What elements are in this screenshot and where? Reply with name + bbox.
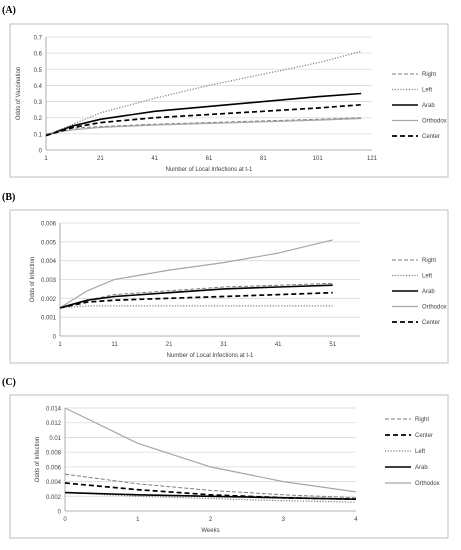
y-tick-label: 0 <box>39 149 43 155</box>
chart-c: 0 0.002 0.004 0.006 0.008 0.01 0.012 0.014 0 1 2 3 4… <box>9 394 449 539</box>
y-tick-label: 0.3 <box>34 100 43 106</box>
legend-label-orthodox: Orthodox <box>422 119 447 125</box>
y-axis-title: Odds of Infection <box>30 257 36 302</box>
y-axis-title: Odds of Vaccination <box>16 67 22 120</box>
legend-label-center: Center <box>422 320 440 326</box>
x-axis-title: Weeks <box>201 528 219 534</box>
y-tick-label: 0.1 <box>34 132 43 138</box>
x-tick-label: 2 <box>209 517 213 523</box>
series-line-left <box>64 492 357 503</box>
panel-label-a: (A) <box>2 5 16 16</box>
series-line-right <box>64 473 357 499</box>
x-tick-label: 1 <box>136 517 140 523</box>
y-tick-label: 0 <box>58 510 62 516</box>
y-tick-label: 0.01 <box>49 436 61 442</box>
legend-label-right: Right <box>422 258 436 264</box>
series-line-left <box>45 50 362 137</box>
chart-frame <box>9 23 449 178</box>
y-tick-label: 0.006 <box>46 465 62 471</box>
x-tick-label: 121 <box>367 156 378 162</box>
x-tick-label: 41 <box>275 342 282 348</box>
x-tick-label: 0 <box>63 517 67 523</box>
y-tick-label: 0.012 <box>46 421 62 427</box>
x-tick-label: 51 <box>329 342 336 348</box>
legend-label-arab: Arab <box>422 289 435 295</box>
series-line-right <box>45 117 362 136</box>
legend-label-center: Center <box>415 433 433 439</box>
y-tick-label: 0.008 <box>46 451 62 457</box>
legend-label-right: Right <box>422 72 436 78</box>
legend-label-orthodox: Orthodox <box>422 305 447 311</box>
series-line-orthodox <box>45 117 362 135</box>
y-tick-label: 0.001 <box>41 316 57 322</box>
y-tick-label: 0.6 <box>34 52 43 58</box>
series-line-arab <box>59 284 333 309</box>
y-tick-label: 0.003 <box>41 278 57 284</box>
y-tick-label: 0.002 <box>41 297 57 303</box>
x-axis-title: Number of Local Infections at t-1 <box>167 353 254 359</box>
y-tick-label: 0.005 <box>41 240 57 246</box>
y-tick-label: 0.004 <box>46 480 62 486</box>
x-axis-title: Number of Local Infections at t-1 <box>166 167 253 173</box>
x-tick-label: 81 <box>260 156 267 162</box>
y-tick-label: 0.5 <box>34 68 43 74</box>
series-line-arab <box>64 491 357 500</box>
legend-label-arab: Arab <box>415 465 428 471</box>
series-line-right <box>59 282 333 309</box>
legend-label-right: Right <box>415 417 429 423</box>
legend-label-left: Left <box>422 274 432 280</box>
x-tick-label: 1 <box>44 156 48 162</box>
series-line-orthodox <box>59 239 333 309</box>
x-tick-label: 4 <box>354 517 358 523</box>
y-axis-title: Odds of Infection <box>35 437 41 482</box>
y-tick-label: 0.002 <box>46 495 62 501</box>
y-tick-label: 0.7 <box>34 36 43 42</box>
x-tick-label: 41 <box>151 156 158 162</box>
chart-a: 00.10.20.30.40.50.60.71 21 41 61 81 101 121Num… <box>9 23 449 178</box>
series-line-arab <box>45 92 362 137</box>
series-line-center <box>59 291 333 309</box>
y-tick-label: 0.2 <box>34 116 43 122</box>
y-tick-label: 0.4 <box>34 84 43 90</box>
panel-label-b: (B) <box>2 192 16 203</box>
x-tick-label: 1 <box>58 342 62 348</box>
legend-label-left: Left <box>415 449 425 455</box>
y-tick-label: 0.006 <box>41 222 57 228</box>
x-tick-label: 101 <box>313 156 324 162</box>
x-tick-label: 31 <box>220 342 227 348</box>
x-tick-label: 3 <box>282 517 286 523</box>
x-tick-label: 61 <box>206 156 213 162</box>
series-line-orthodox <box>64 407 357 493</box>
y-tick-label: 0.004 <box>41 259 57 265</box>
y-tick-label: 0.014 <box>46 407 62 413</box>
y-tick-label: 0 <box>53 335 57 341</box>
x-tick-label: 21 <box>97 156 104 162</box>
series-line-center <box>45 103 362 137</box>
legend-label-center: Center <box>422 134 440 140</box>
panel-label-c: (C) <box>2 377 16 388</box>
legend-label-arab: Arab <box>422 103 435 109</box>
legend-label-left: Left <box>422 88 432 94</box>
x-tick-label: 21 <box>166 342 173 348</box>
legend-label-orthodox: Orthodox <box>415 481 440 487</box>
x-tick-label: 11 <box>111 342 118 348</box>
